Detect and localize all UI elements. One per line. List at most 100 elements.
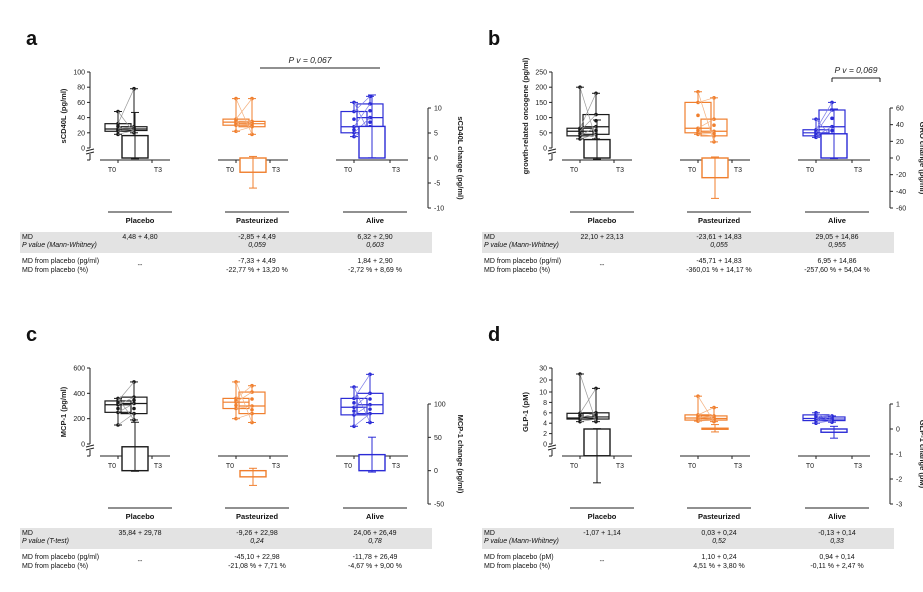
paired-line (697, 91, 715, 143)
x-tick-label: T0 (108, 167, 116, 174)
data-point (250, 119, 254, 124)
y-tick-label: 50 (539, 130, 547, 137)
data-point (696, 413, 700, 417)
mdpct-label: MD from placebo (%) (484, 267, 551, 274)
panel-label: b (488, 28, 501, 50)
mdpct-value: -4,67 % + 9,00 % (348, 563, 402, 570)
x-tick-label: T3 (616, 463, 624, 470)
data-point (132, 398, 136, 403)
md-label: MD (484, 530, 495, 537)
paired-line (579, 416, 597, 420)
data-point (132, 406, 136, 411)
paired-line (697, 97, 715, 103)
data-point (250, 420, 254, 425)
mdp-label: MD from placebo (pg/ml) (484, 258, 562, 265)
y2-axis-label: sCD40L change (pg/ml) (456, 116, 465, 200)
x-tick-label: T0 (806, 463, 814, 470)
y-tick-label: 6 (543, 410, 547, 417)
paired-line (815, 418, 833, 421)
y2-tick-label: 50 (434, 435, 442, 442)
axis-break (85, 148, 95, 152)
y-tick-label: 250 (535, 70, 547, 77)
y-tick-label: 2 (543, 431, 547, 438)
group-label: Pasteurized (697, 512, 741, 521)
data-point (712, 123, 716, 127)
p-value: 0,33 (830, 538, 844, 545)
y2-axis-label: GRO change (pg/ml) (918, 122, 923, 195)
y-tick-label: 0 (543, 442, 547, 449)
data-point (250, 397, 254, 401)
data-point (368, 407, 372, 411)
paired-line (579, 114, 597, 132)
y2-tick-label: 20 (896, 139, 904, 146)
paired-line (815, 126, 833, 137)
axis-break (85, 444, 95, 448)
group-label: Pasteurized (235, 512, 279, 521)
x-tick-label: T3 (616, 167, 624, 174)
paired-line (353, 386, 371, 423)
mdp-value: 1,10 + 0,24 (701, 554, 737, 561)
panel-label: d (488, 324, 501, 346)
paired-line (579, 87, 597, 139)
mdp-label: MD from placebo (pM) (484, 554, 554, 561)
mdp-value: -- (599, 262, 605, 269)
paired-line (697, 415, 715, 419)
y2-tick-label: -60 (896, 206, 906, 213)
x-tick-label: T3 (154, 167, 162, 174)
table-shade (482, 528, 894, 549)
paired-line (697, 418, 715, 421)
y-tick-label: 100 (535, 115, 547, 122)
paired-line (235, 385, 253, 399)
md-value: -9,26 + 22,98 (236, 530, 278, 537)
x-tick-label: T3 (392, 167, 400, 174)
p-value: 0,78 (368, 538, 382, 545)
y2-tick-label: -1 (896, 452, 902, 459)
paired-line (353, 404, 371, 416)
x-tick-label: T0 (226, 167, 234, 174)
p-value: 0,24 (250, 538, 264, 545)
y-tick-label: 100 (73, 70, 85, 77)
md-value: 22,10 + 23,13 (580, 234, 624, 241)
p-label: P value (Mann-Whitney) (484, 242, 559, 249)
group-label: Placebo (587, 512, 617, 521)
axis-break (85, 447, 95, 451)
paired-line (579, 418, 597, 422)
data-point (712, 414, 716, 418)
paired-line (579, 126, 597, 137)
y-tick-label: 0 (543, 146, 547, 153)
paired-line (117, 126, 135, 130)
mdpct-value: -22,77 % + 13,20 % (226, 267, 288, 274)
data-point (234, 96, 238, 101)
y2-tick-label: 0 (434, 468, 438, 475)
y-tick-label: 200 (73, 416, 85, 423)
mdp-value: -45,10 + 22,98 (234, 554, 280, 561)
y-tick-label: 30 (539, 366, 547, 373)
y2-tick-label: 0 (434, 156, 438, 163)
mdpct-value: -0,11 % + 2,47 % (810, 563, 864, 570)
paired-line (697, 395, 715, 422)
paired-line (235, 391, 253, 403)
paired-line (697, 130, 715, 134)
data-point (132, 401, 136, 406)
data-point (712, 405, 716, 410)
x-tick-label: T3 (154, 463, 162, 470)
panel-a: a 0 20 40 60 80 100 sCD40L (pg/ml) 10 5 0 -5 -10 sCD4… (0, 0, 465, 296)
paired-line (235, 123, 253, 126)
p-label: P value (Mann-Whitney) (484, 538, 559, 545)
md-value: -2,85 + 4,49 (238, 234, 276, 241)
md-value: 24,06 + 26,49 (353, 530, 397, 537)
mdpct-value: -2,72 % + 8,69 % (348, 267, 402, 274)
mdpct-label: MD from placebo (%) (22, 563, 89, 570)
paired-line (579, 388, 597, 414)
x-tick-label: T3 (854, 167, 862, 174)
y2-tick-label: -10 (434, 206, 444, 213)
y-tick-label: 40 (77, 115, 85, 122)
y2-tick-label: 5 (434, 131, 438, 138)
mdpct-label: MD from placebo (%) (22, 267, 89, 274)
paired-line (579, 373, 597, 422)
y2-tick-label: -5 (434, 181, 440, 188)
group-label: Placebo (125, 216, 155, 225)
mdp-value: -7,33 + 4,49 (238, 258, 276, 265)
paired-line (353, 117, 371, 134)
data-point (132, 395, 136, 399)
